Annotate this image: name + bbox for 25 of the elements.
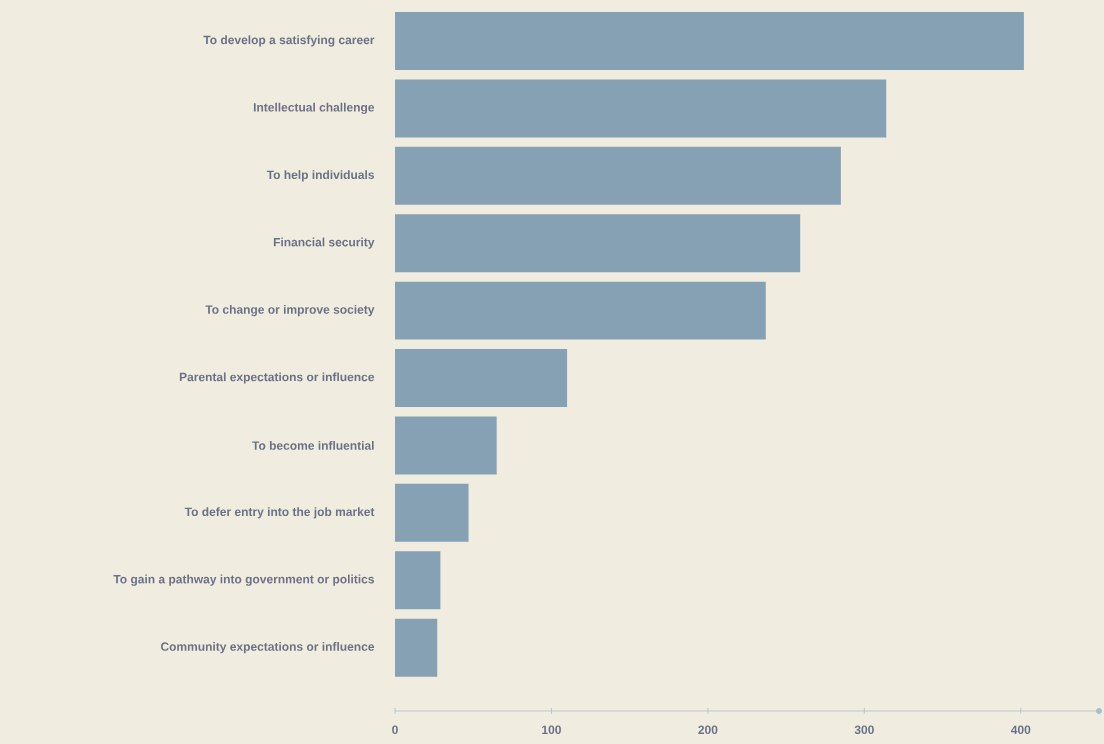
- y-tick-label: Community expectations or influence: [160, 642, 375, 654]
- y-tick-label: To become influential: [252, 441, 374, 450]
- bar: [395, 12, 1024, 70]
- y-tick-label: To develop a satisfying career: [203, 35, 375, 47]
- y-tick-label: To gain a pathway into government or politics: [113, 574, 374, 586]
- x-tick-label: 200: [698, 725, 718, 735]
- bar: [395, 79, 887, 138]
- bar: [395, 416, 497, 475]
- y-tick-label: To change or improve society: [205, 304, 375, 317]
- x-tick-label: 100: [542, 725, 561, 735]
- y-tick-label: To defer entry into the job market: [184, 507, 375, 519]
- y-tick-label: Financial security: [273, 237, 375, 249]
- bar: [395, 551, 441, 610]
- x-tick-label: 0: [392, 725, 398, 735]
- bar: [395, 281, 766, 340]
- y-tick-label: Intellectual challenge: [253, 102, 375, 115]
- bar: [395, 483, 469, 542]
- y-tick-label: Parental expectations or influence: [179, 372, 375, 384]
- bar: [395, 618, 438, 677]
- bar: [395, 349, 568, 407]
- x-tick-label: 400: [1010, 725, 1031, 735]
- y-tick-label: To help individuals: [266, 170, 375, 182]
- bar: [395, 214, 801, 273]
- x-tick-label: 300: [854, 725, 874, 735]
- bar: [395, 146, 841, 205]
